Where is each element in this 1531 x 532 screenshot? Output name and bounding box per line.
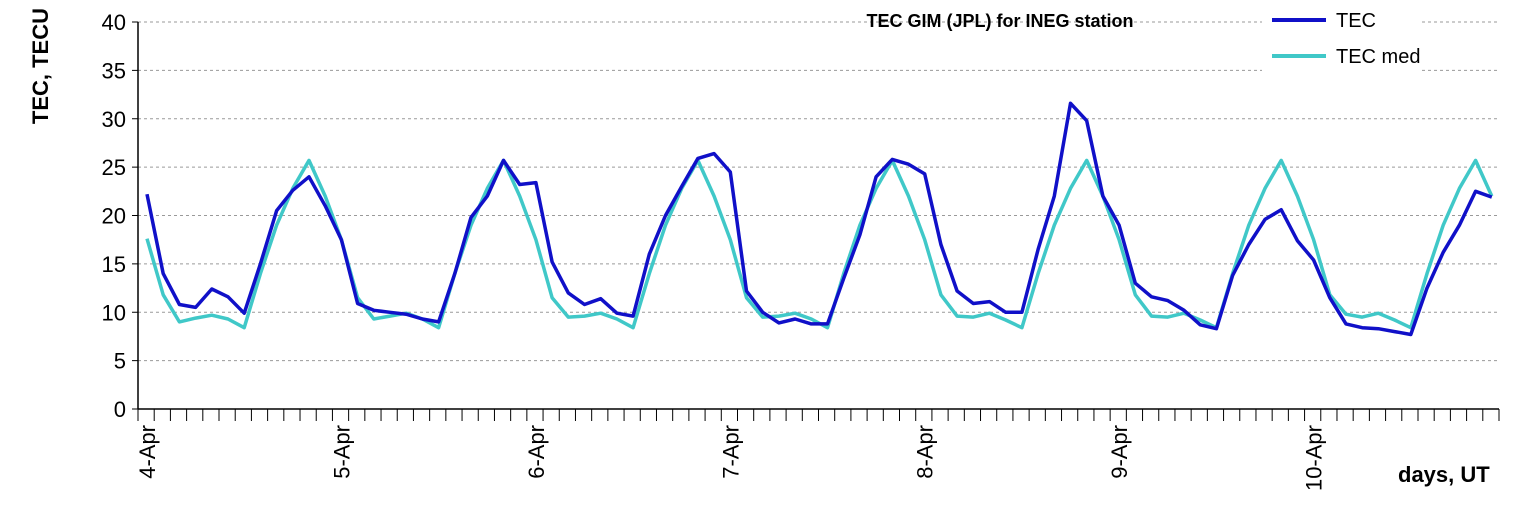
x-tick-label: 4-Apr [135,425,160,479]
y-axis-title: TEC, TECU [28,8,53,124]
y-tick-label: 40 [102,10,126,35]
x-tick-label: 5-Apr [329,425,354,479]
y-tick-label: 15 [102,252,126,277]
y-tick-label: 5 [114,349,126,374]
legend-box [1262,0,1422,72]
x-tick-label: 8-Apr [913,425,938,479]
y-tick-label: 25 [102,155,126,180]
y-tick-label: 10 [102,300,126,325]
y-tick-label: 20 [102,204,126,229]
tick-labels: 0 5 10 15 20 25 30 35 40 4-Apr 5-Apr 6-Apr 7-Apr 8-Ap… [102,10,1327,491]
x-tick-label: 7-Apr [718,425,743,479]
series-line-tec [145,101,1493,337]
series-lines [145,101,1494,337]
x-axis-title: days, UT [1398,462,1490,487]
y-tick-label: 30 [102,107,126,132]
chart-title: TEC GIM (JPL) for INEG station [866,11,1133,31]
x-tick-label: 9-Apr [1107,425,1132,479]
y-tick-label: 35 [102,58,126,83]
y-tick-label: 0 [114,397,126,422]
legend-label-tec-med: TEC med [1336,46,1420,68]
axes [132,21,1500,421]
legend: TEC TEC med [1262,0,1422,72]
series-line-tec-med [145,158,1494,330]
legend-label-tec: TEC [1336,10,1376,32]
x-tick-label: 6-Apr [524,425,549,479]
x-tick-label: 10-Apr [1302,425,1327,491]
